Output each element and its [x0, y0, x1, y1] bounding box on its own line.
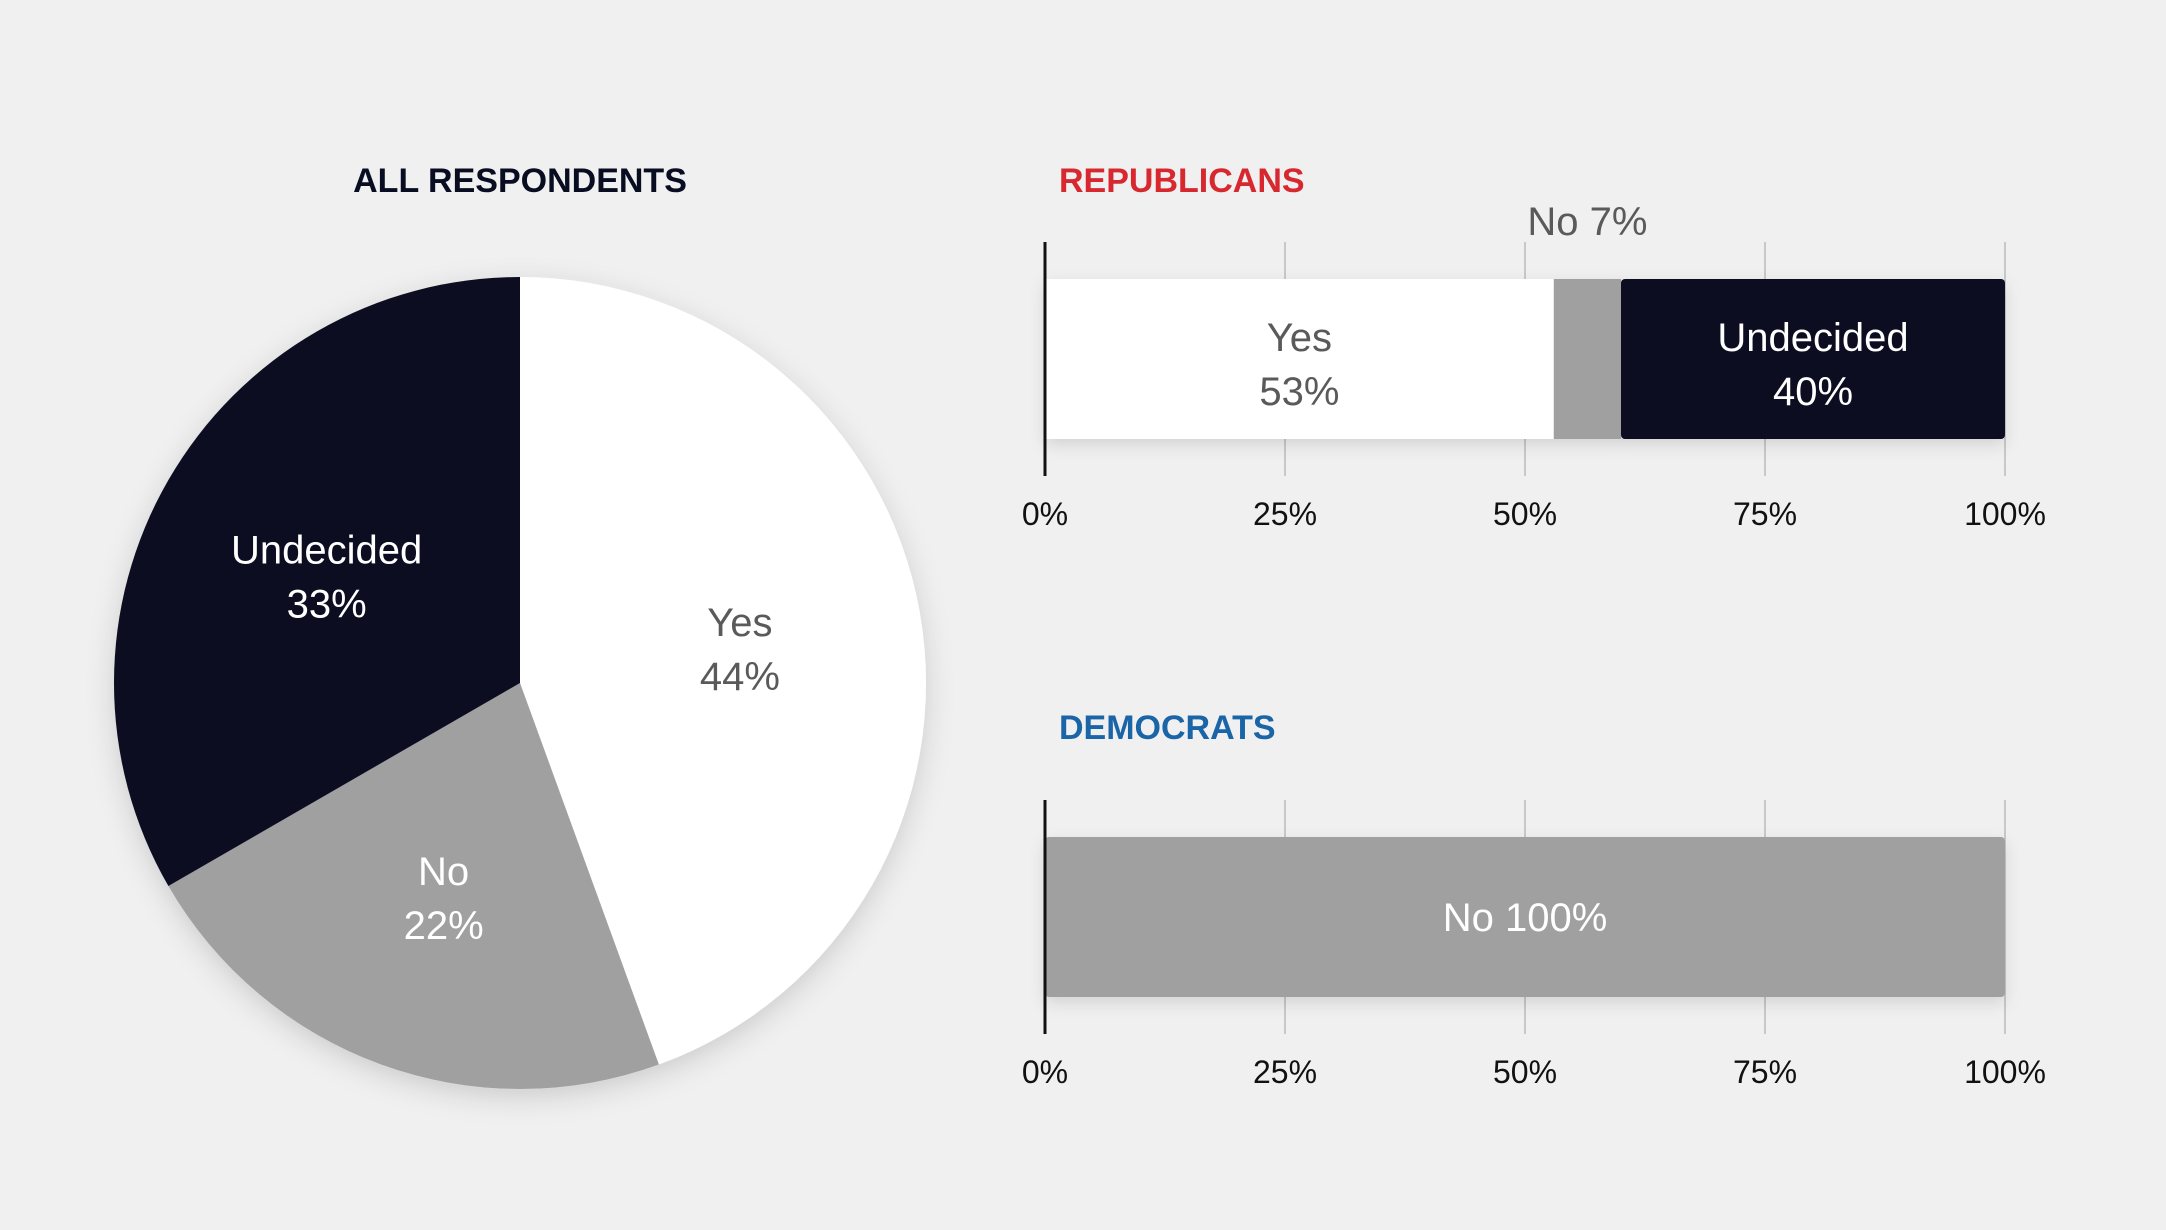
- democrats-title: DEMOCRATS: [1059, 709, 1276, 747]
- pie-value-label-no: 22%: [404, 904, 484, 948]
- rep-tick-label: 100%: [1964, 496, 2046, 532]
- dem-segment-no: [1045, 837, 2005, 997]
- pie-label-no: No: [418, 850, 469, 894]
- bar-chart-democrats: DEMOCRATS No 100% 0% 25% 50% 75% 100%: [1022, 709, 2046, 1090]
- dem-tick-label: 75%: [1733, 1054, 1797, 1090]
- democrats-tick-labels: 0% 25% 50% 75% 100%: [1022, 1054, 2046, 1090]
- rep-segment-no: [1553, 279, 1621, 439]
- rep-tick-label: 25%: [1253, 496, 1317, 532]
- dem-label-no: No 100%: [1443, 896, 1608, 940]
- pie-slices: [114, 277, 927, 1090]
- republicans-bar: [1045, 279, 2005, 439]
- rep-tick-label: 50%: [1493, 496, 1557, 532]
- rep-label-undecided: Undecided: [1717, 316, 1908, 360]
- democrats-segment-labels: No 100%: [1443, 896, 1608, 940]
- rep-label-no: No 7%: [1527, 200, 1647, 244]
- pie-slice-yes: [520, 277, 927, 1065]
- rep-value-label-yes: 53%: [1259, 370, 1339, 414]
- pie-chart-all-respondents: ALL RESPONDENTS Yes 44% No 22% Undecided 33%: [114, 162, 927, 1090]
- republicans-title: REPUBLICANS: [1059, 162, 1305, 200]
- dem-tick-label: 0%: [1022, 1054, 1068, 1090]
- republicans-tick-labels: 0% 25% 50% 75% 100%: [1022, 496, 2046, 532]
- pie-slice-undecided: [114, 277, 521, 886]
- rep-value-label-undecided: 40%: [1773, 370, 1853, 414]
- rep-segment-yes: [1045, 279, 1554, 439]
- pie-labels: Yes 44% No 22% Undecided 33%: [231, 528, 780, 947]
- dem-tick-label: 100%: [1964, 1054, 2046, 1090]
- dem-tick-label: 25%: [1253, 1054, 1317, 1090]
- rep-tick-label: 75%: [1733, 496, 1797, 532]
- pie-slice-no: [168, 683, 659, 1090]
- pie-value-label-undecided: 33%: [287, 582, 367, 626]
- pie-label-undecided: Undecided: [231, 528, 422, 572]
- republicans-segment-labels: Yes 53% No 7% Undecided 40%: [1259, 200, 1908, 414]
- pie-label-yes: Yes: [707, 601, 772, 645]
- pie-value-label-yes: 44%: [700, 655, 780, 699]
- bar-chart-republicans: REPUBLICANS Yes 53% No 7% Undecided 40% 0% 25…: [1022, 162, 2046, 532]
- pie-title: ALL RESPONDENTS: [353, 162, 687, 200]
- dem-tick-label: 50%: [1493, 1054, 1557, 1090]
- rep-tick-label: 0%: [1022, 496, 1068, 532]
- democrats-bar: [1045, 837, 2005, 997]
- rep-segment-undecided: [1621, 279, 2005, 439]
- rep-label-yes: Yes: [1267, 316, 1332, 360]
